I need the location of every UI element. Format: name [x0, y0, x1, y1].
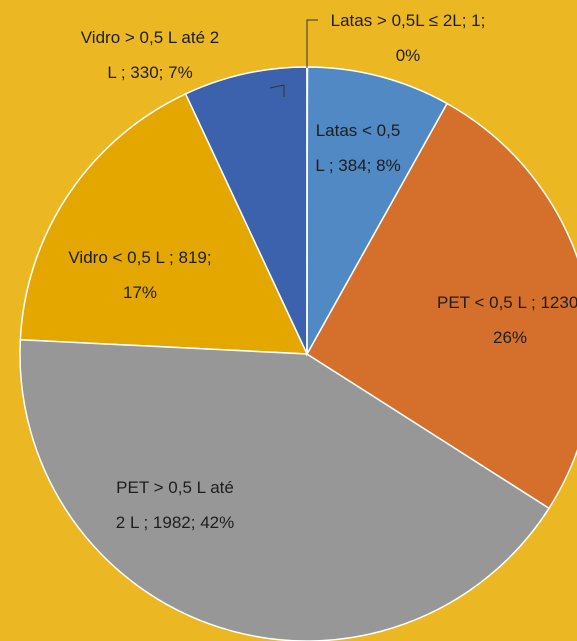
leader-line	[269, 84, 285, 97]
pie-slice	[184, 66, 308, 355]
data-label: PET < 0,5 L ; 1230; 26%	[436, 293, 577, 347]
data-label: Latas < 0,5 L ; 384; 8%	[315, 121, 401, 175]
pie-slice	[19, 338, 551, 641]
data-label: Latas > 0,5L ≤ 2L; 1; 0%	[330, 11, 486, 65]
pie-slice	[305, 102, 577, 510]
pie-slice	[19, 92, 309, 355]
data-label: PET > 0,5 L até 2 L ; 1982; 42%	[115, 478, 235, 532]
data-label: Vidro > 0,5 L até 2 L ; 330; 7%	[80, 28, 220, 82]
pie-slice	[306, 66, 449, 357]
data-label: Vidro < 0,5 L ; 819; 17%	[68, 248, 212, 302]
leader-line	[306, 19, 318, 68]
